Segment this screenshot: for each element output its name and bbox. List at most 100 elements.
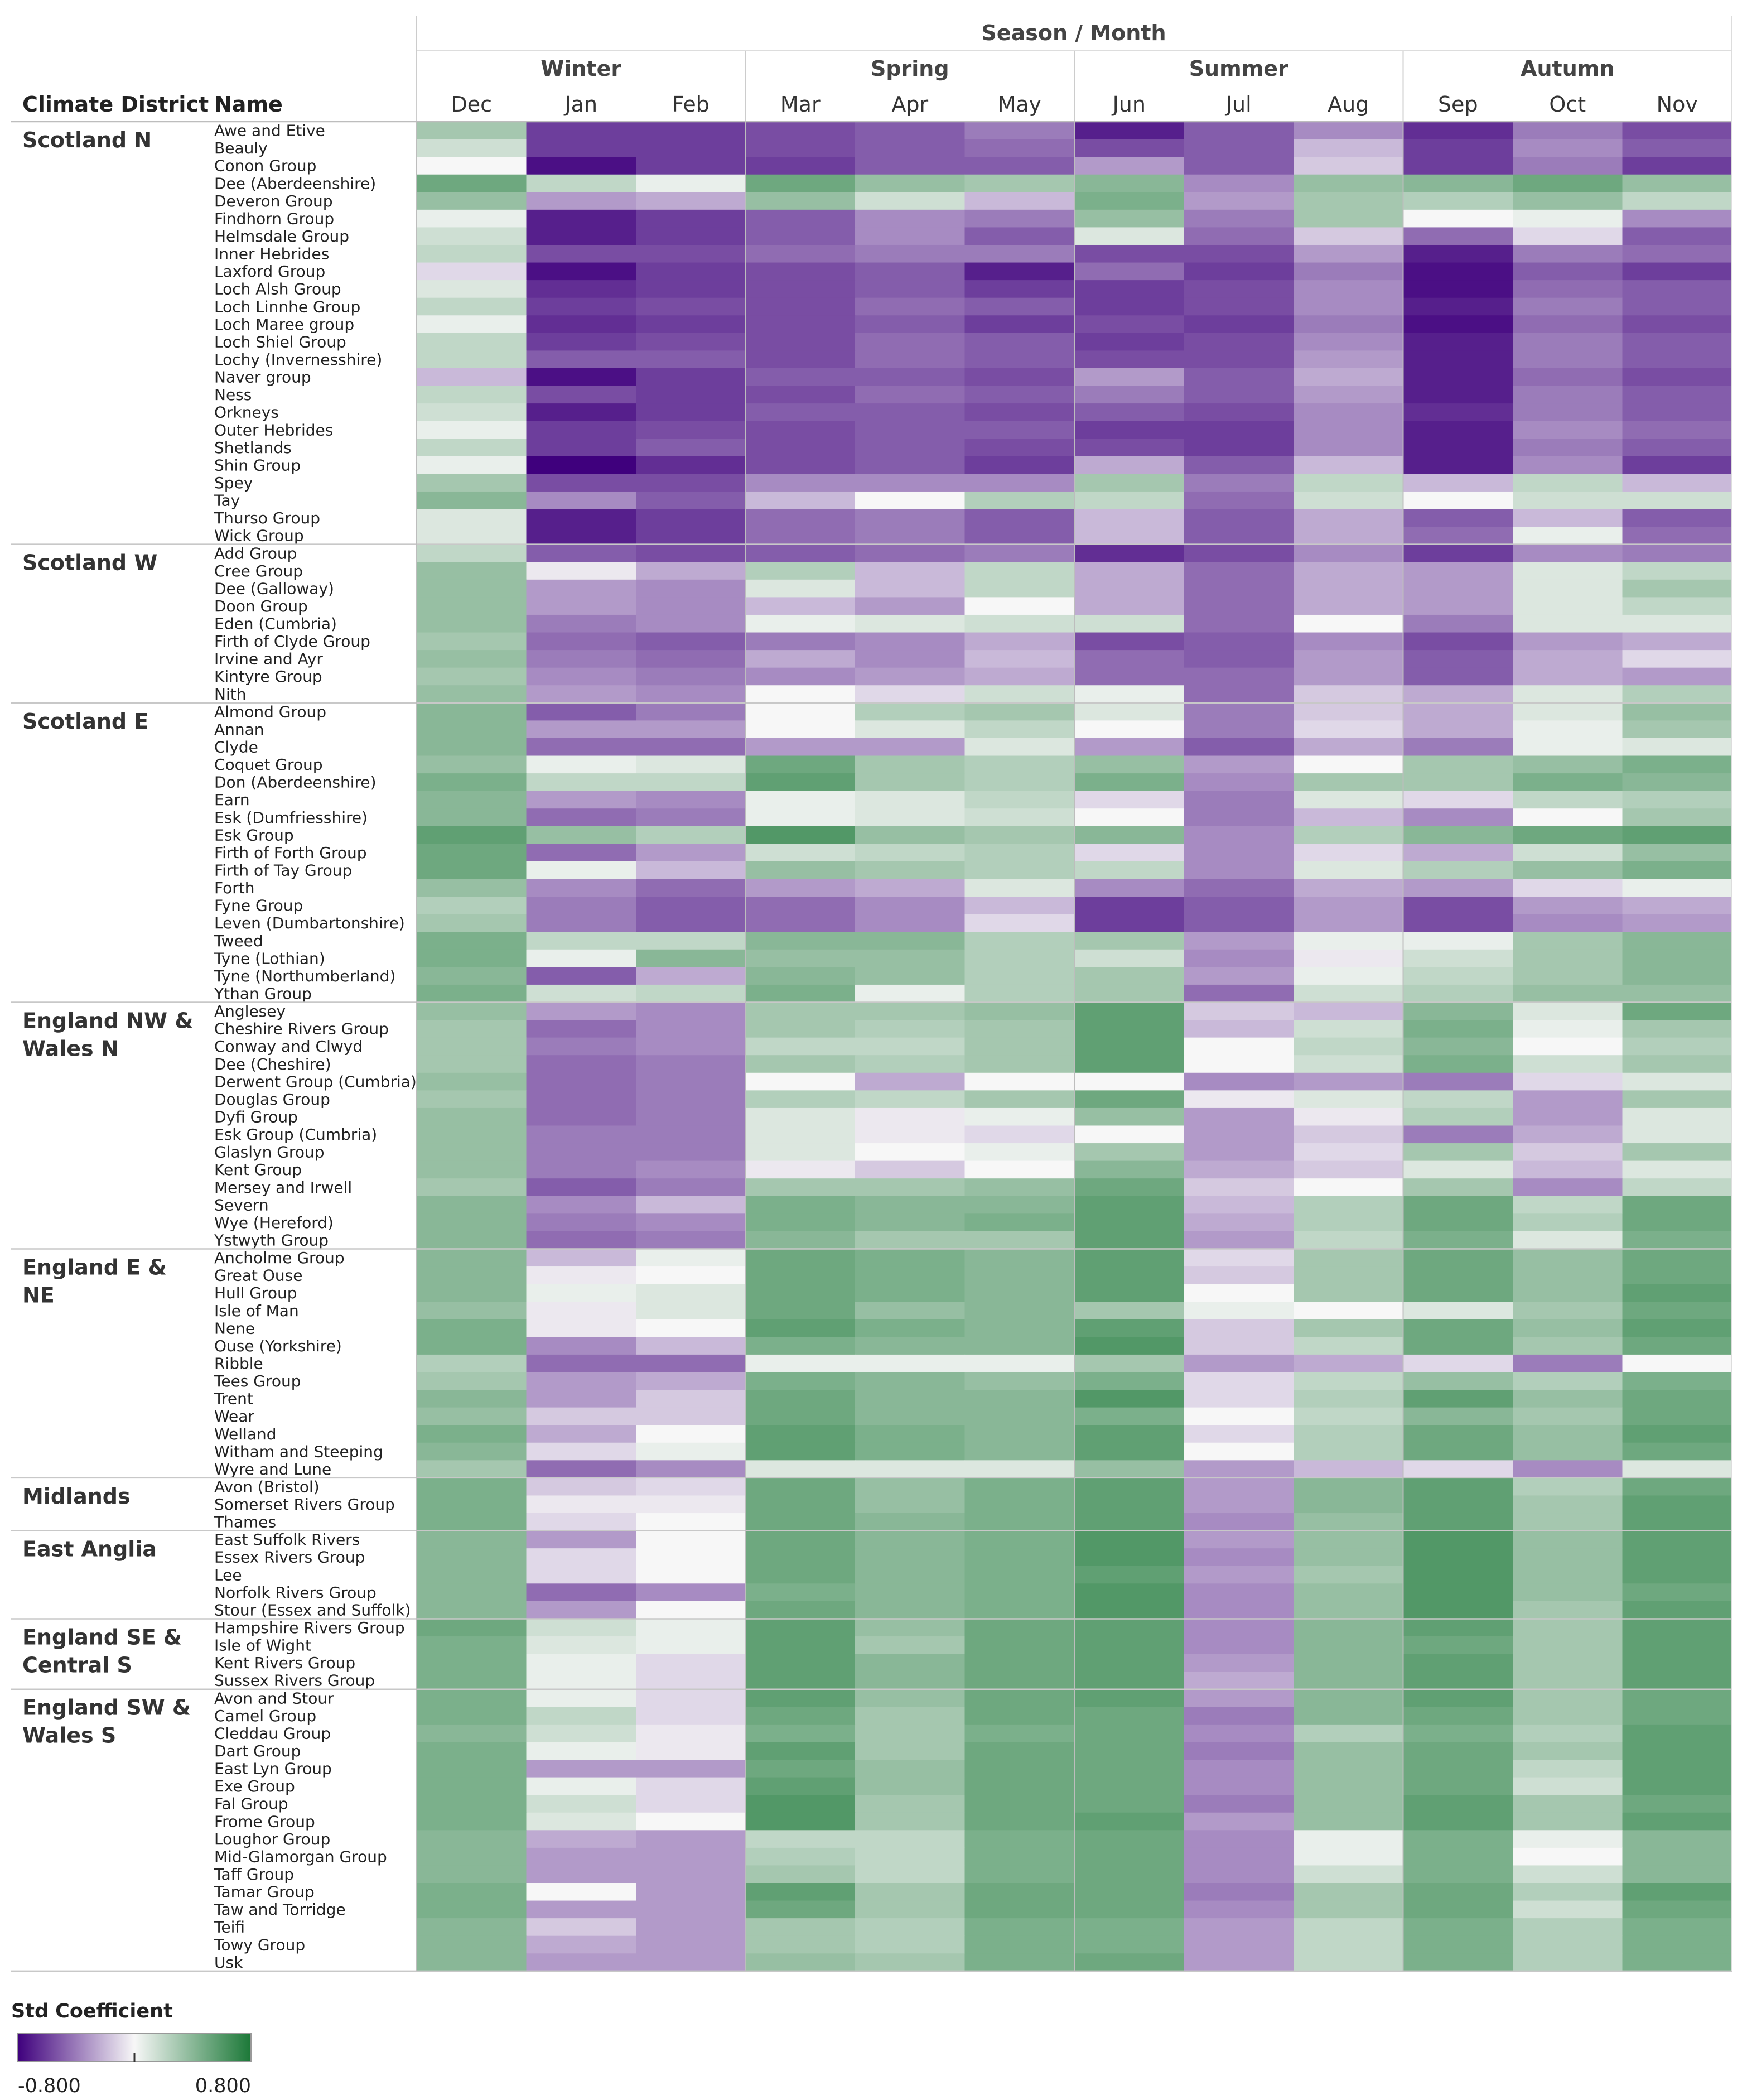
heatmap-cell	[1513, 879, 1623, 897]
heatmap-cell	[855, 1107, 966, 1126]
heatmap-cell	[1513, 1935, 1623, 1954]
heatmap-cell	[1294, 1020, 1404, 1038]
heatmap-cell	[855, 456, 966, 474]
heatmap-cell	[1184, 1354, 1294, 1373]
heatmap-cell	[636, 509, 746, 527]
heatmap-cell	[1622, 1020, 1732, 1038]
heatmap-cell	[1184, 914, 1294, 932]
heatmap-cell	[745, 350, 856, 369]
heatmap-cell	[1513, 1055, 1623, 1073]
heatmap-cell	[636, 439, 746, 457]
heatmap-cell	[1294, 1055, 1404, 1073]
heatmap-cell	[1184, 1178, 1294, 1197]
heatmap-cell	[1294, 1566, 1404, 1584]
heatmap-cell	[964, 1442, 1075, 1461]
heatmap-cell	[1622, 1654, 1732, 1672]
heatmap-cell	[964, 1196, 1075, 1214]
heatmap-cell	[526, 1865, 636, 1884]
heatmap-cell	[855, 614, 966, 633]
heatmap-cell	[855, 1354, 966, 1373]
heatmap-cell	[636, 755, 746, 774]
heatmap-cell	[1403, 1337, 1513, 1355]
heatmap-cell	[1513, 1337, 1623, 1355]
heatmap-cell	[1074, 1953, 1185, 1972]
row-label-exe-group: Exe Group	[214, 1777, 295, 1795]
heatmap-cell	[855, 491, 966, 510]
heatmap-cell	[1403, 192, 1513, 210]
heatmap-cell	[855, 1231, 966, 1250]
heatmap-cell	[1294, 157, 1404, 175]
heatmap-cell	[964, 527, 1075, 545]
heatmap-cell	[1294, 1002, 1404, 1020]
heatmap-cell	[1513, 1213, 1623, 1232]
heatmap-cell	[1513, 579, 1623, 598]
heatmap-cell	[1513, 403, 1623, 422]
month-header-mar: Mar	[780, 92, 821, 117]
heatmap-cell	[745, 262, 856, 281]
heatmap-cell	[1403, 386, 1513, 404]
row-label-forth: Forth	[214, 879, 254, 897]
heatmap-cell	[1074, 932, 1185, 950]
heatmap-cell	[1074, 1495, 1185, 1514]
heatmap-cell	[526, 368, 636, 387]
heatmap-cell	[1184, 1407, 1294, 1425]
heatmap-cell	[417, 1513, 527, 1531]
heatmap-cell	[855, 1707, 966, 1725]
heatmap-cell	[417, 967, 527, 985]
heatmap-cell	[417, 1407, 527, 1425]
heatmap-cell	[1403, 280, 1513, 298]
heatmap-cell	[1403, 1020, 1513, 1038]
heatmap-cell	[964, 209, 1075, 228]
heatmap-cell	[417, 949, 527, 967]
heatmap-cell	[1184, 702, 1294, 721]
heatmap-cell	[1184, 808, 1294, 827]
heatmap-cell	[855, 315, 966, 334]
heatmap-cell	[1513, 861, 1623, 880]
heatmap-cell	[1513, 1865, 1623, 1884]
heatmap-cell	[526, 984, 636, 1003]
row-label-nene: Nene	[214, 1319, 255, 1337]
heatmap-cell	[1622, 1143, 1732, 1162]
heatmap-cell	[417, 1865, 527, 1884]
heatmap-cell	[1622, 1548, 1732, 1567]
heatmap-cell	[745, 1742, 856, 1760]
heatmap-cell	[1294, 773, 1404, 792]
heatmap-cell	[855, 1601, 966, 1620]
heatmap-cell	[1513, 421, 1623, 439]
heatmap-cell	[1403, 474, 1513, 492]
heatmap-cell	[855, 1072, 966, 1091]
heatmap-cell	[1403, 650, 1513, 668]
heatmap-cell	[1513, 1249, 1623, 1267]
heatmap-cell	[636, 192, 746, 210]
heatmap-cell	[1513, 1090, 1623, 1109]
row-label-isle-of-wight: Isle of Wight	[214, 1636, 311, 1655]
heatmap-cell	[1074, 1777, 1185, 1795]
heatmap-cell	[526, 1636, 636, 1655]
heatmap-cell	[1403, 932, 1513, 950]
heatmap-cell	[1184, 1636, 1294, 1655]
heatmap-cell	[417, 1284, 527, 1302]
heatmap-cell	[1074, 1724, 1185, 1743]
heatmap-cell	[1074, 650, 1185, 668]
heatmap-cell	[636, 1672, 746, 1690]
heatmap-cell	[1184, 1213, 1294, 1232]
heatmap-cell	[855, 702, 966, 721]
heatmap-cell	[1184, 315, 1294, 334]
heatmap-cell	[1513, 1178, 1623, 1197]
heatmap-cell	[526, 1847, 636, 1866]
heatmap-cell	[526, 262, 636, 281]
heatmap-cell	[417, 632, 527, 651]
heatmap-cell	[417, 861, 527, 880]
heatmap-cell	[1184, 1495, 1294, 1514]
heatmap-cell	[526, 1495, 636, 1514]
heatmap-cell	[1074, 1160, 1185, 1179]
heatmap-cell	[1294, 350, 1404, 369]
heatmap-cell	[1622, 280, 1732, 298]
heatmap-cell	[1294, 1672, 1404, 1690]
heatmap-cell	[964, 350, 1075, 369]
heatmap-cell	[745, 1707, 856, 1725]
heatmap-cell	[1622, 755, 1732, 774]
heatmap-cell	[636, 1619, 746, 1637]
heatmap-cell	[745, 1812, 856, 1831]
